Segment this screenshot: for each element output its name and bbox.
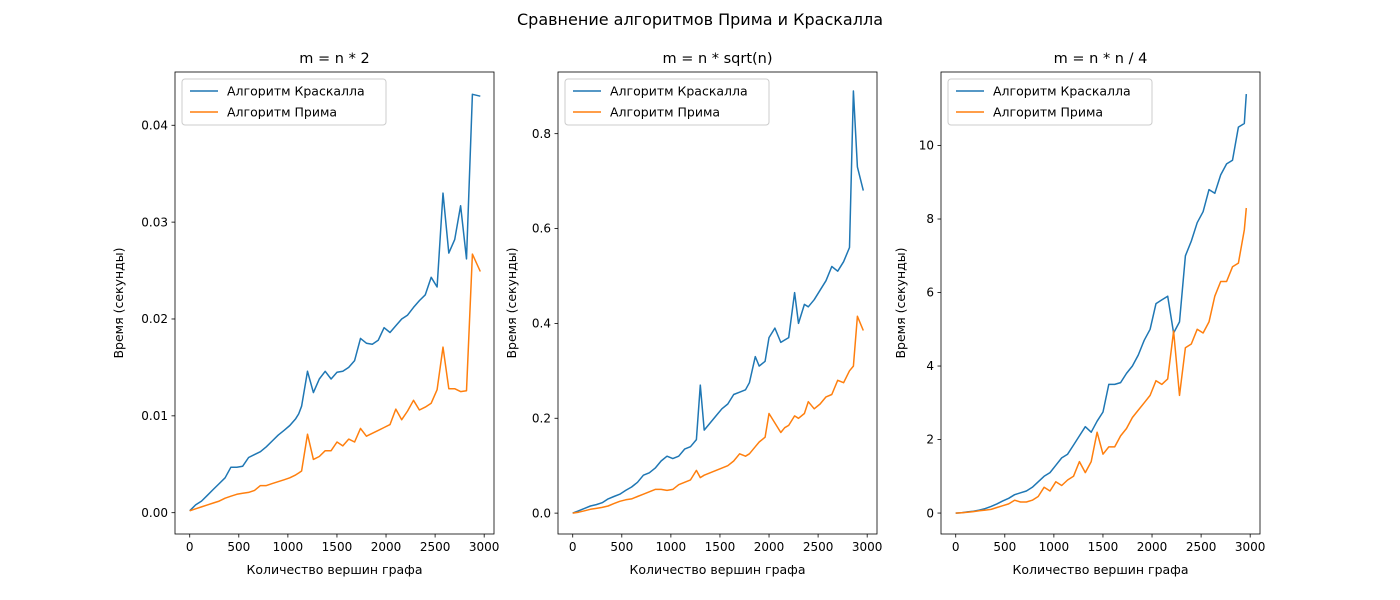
y-tick-label: 0.02	[141, 312, 168, 326]
x-tick-label: 0	[569, 540, 577, 554]
y-tick-label: 0.2	[532, 411, 551, 425]
x-tick-label: 0	[952, 540, 960, 554]
axes-frame	[940, 71, 1261, 535]
y-tick-label: 0	[926, 506, 934, 520]
y-tick-label: 4	[926, 359, 934, 373]
x-tick-label: 500	[993, 540, 1016, 554]
series-line-prim	[572, 315, 864, 514]
x-tick-label: 2500	[1186, 540, 1217, 554]
x-tick-label: 500	[610, 540, 633, 554]
series-line-kruskal	[572, 90, 865, 514]
x-tick-label: 2000	[1137, 540, 1168, 554]
x-tick-label: 2000	[754, 540, 785, 554]
legend-box	[947, 78, 1153, 126]
x-tick-label: 1500	[1088, 540, 1119, 554]
x-tick-label: 2500	[420, 540, 451, 554]
series-line-kruskal	[955, 94, 1248, 514]
series-line-prim	[189, 253, 481, 512]
x-tick-label: 500	[227, 540, 250, 554]
figure-title: Сравнение алгоритмов Прима и Краскалла	[516, 10, 883, 29]
chart-panel-1: 0 500 1000 1500 2000 2500 3000 0.00 0.01 0.02 0.03…	[111, 51, 499, 577]
chart-title: m = n * n / 4	[1054, 51, 1148, 67]
x-tick-label: 2500	[803, 540, 834, 554]
x-tick-label: 1000	[273, 540, 304, 554]
chart-panel-2: 0 500 1000 1500 2000 2500 3000 0.0 0.2 0.4 0.6 0.8 m…	[504, 51, 882, 577]
x-tick-label: 1500	[322, 540, 353, 554]
x-tick-label: 1000	[656, 540, 687, 554]
legend-label-kruskal: Алгоритм Краскалла	[227, 83, 365, 98]
y-tick-label: 2	[926, 433, 934, 447]
y-tick-label: 0.8	[532, 127, 551, 141]
legend-box	[564, 78, 770, 126]
chart-title: m = n * sqrt(n)	[662, 51, 772, 67]
axes-frame	[174, 71, 495, 535]
x-axis-label: Количество вершин графа	[246, 562, 422, 577]
x-tick-label: 1500	[705, 540, 736, 554]
y-axis-label: Время (секунды)	[504, 247, 519, 358]
legend: Алгоритм Краскалла Алгоритм Прима	[947, 78, 1153, 126]
x-axis-label: Количество вершин графа	[629, 562, 805, 577]
x-tick-label: 3000	[1235, 540, 1266, 554]
series-line-prim	[955, 207, 1248, 514]
y-tick-label: 0.6	[532, 222, 551, 236]
x-tick-label: 0	[186, 540, 194, 554]
legend: Алгоритм Краскалла Алгоритм Прима	[564, 78, 770, 126]
chart-panel-3: 0 500 1000 1500 2000 2500 3000 0 2 4 6 8 10 m = n * n…	[893, 51, 1265, 577]
x-tick-label: 3000	[852, 540, 883, 554]
x-axis-label: Количество вершин графа	[1012, 562, 1188, 577]
y-tick-label: 0.03	[141, 215, 168, 229]
y-tick-label: 0.04	[141, 118, 168, 132]
y-tick-label: 0.00	[141, 506, 168, 520]
legend-label-kruskal: Алгоритм Краскалла	[993, 83, 1131, 98]
x-tick-label: 3000	[469, 540, 500, 554]
y-tick-label: 0.4	[532, 317, 551, 331]
y-axis-label: Время (секунды)	[893, 247, 908, 358]
chart-title: m = n * 2	[299, 51, 369, 67]
legend-label-prim: Алгоритм Прима	[610, 104, 720, 119]
x-tick-label: 1000	[1039, 540, 1070, 554]
legend-label-prim: Алгоритм Прима	[227, 104, 337, 119]
y-tick-label: 6	[926, 286, 934, 300]
y-tick-label: 10	[919, 139, 934, 153]
y-tick-label: 8	[926, 212, 934, 226]
legend: Алгоритм Краскалла Алгоритм Прима	[181, 78, 387, 126]
series-line-kruskal	[189, 93, 481, 512]
y-tick-label: 0.01	[141, 409, 168, 423]
axes-frame	[557, 71, 878, 535]
y-axis-label: Время (секунды)	[111, 247, 126, 358]
x-tick-label: 2000	[371, 540, 402, 554]
legend-label-kruskal: Алгоритм Краскалла	[610, 83, 748, 98]
legend-box	[181, 78, 387, 126]
y-tick-label: 0.0	[532, 506, 551, 520]
legend-label-prim: Алгоритм Прима	[993, 104, 1103, 119]
